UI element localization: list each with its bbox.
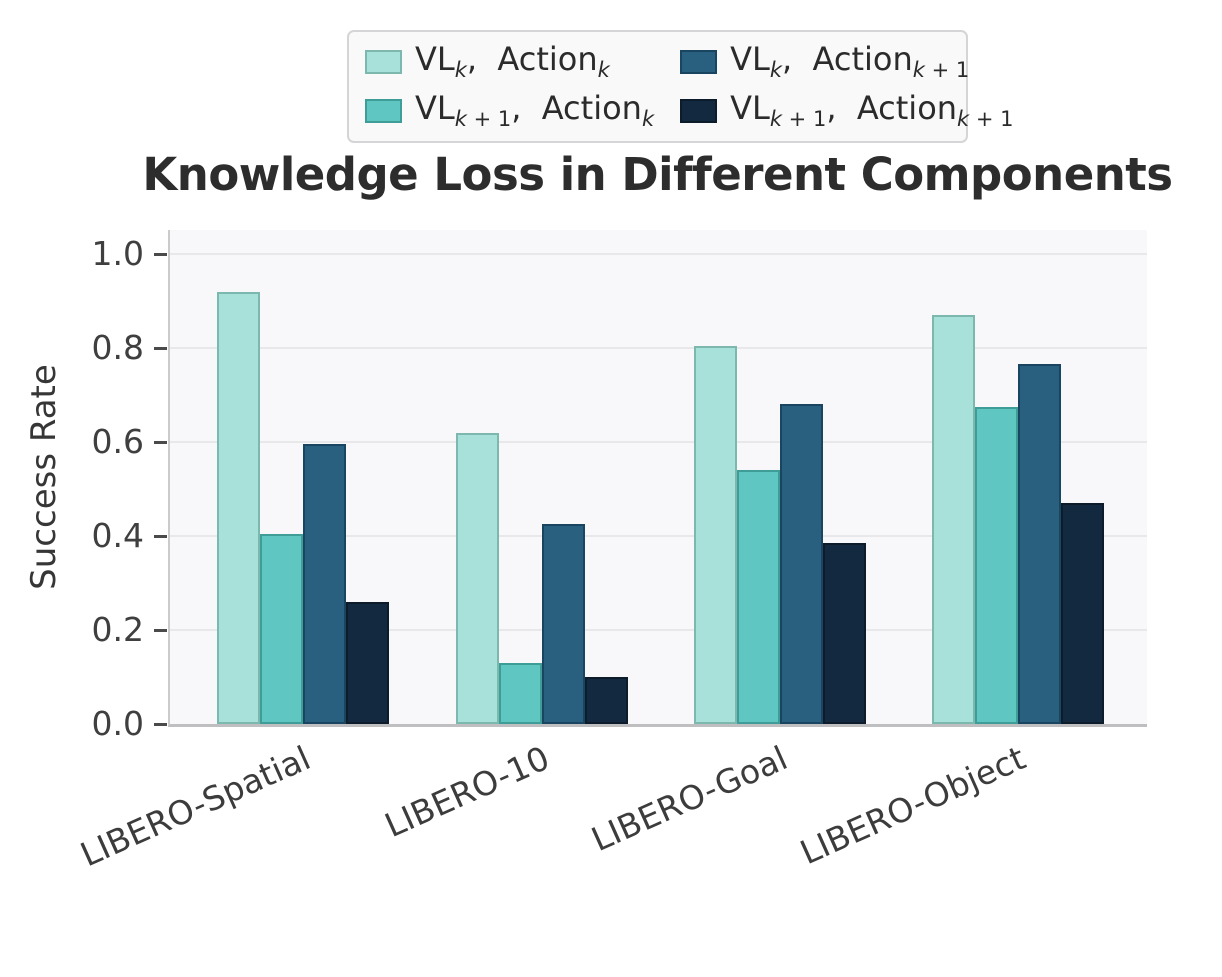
gridline-0.8 xyxy=(170,347,1147,349)
gridline-1.0 xyxy=(170,253,1147,255)
y-tick-label-1.0: 1.0 xyxy=(91,234,144,273)
legend-label-series-1: VLk, Actionk xyxy=(415,40,610,83)
x-tick-label-LIBERO-Goal: LIBERO-Goal xyxy=(585,738,793,860)
y-tick-label-0.2: 0.2 xyxy=(91,610,144,649)
bar-LIBERO-10-series-4 xyxy=(584,677,628,724)
bar-LIBERO-Object-series-4 xyxy=(1060,503,1104,724)
y-tick-mark-0.4 xyxy=(154,534,167,538)
bar-LIBERO-Spatial-series-2 xyxy=(260,534,303,724)
chart-title: Knowledge Loss in Different Components xyxy=(142,148,1173,201)
bar-LIBERO-Goal-series-2 xyxy=(736,470,780,724)
y-tick-label-0.4: 0.4 xyxy=(91,516,144,555)
y-tick-mark-0.2 xyxy=(154,628,167,632)
y-tick-label-0.6: 0.6 xyxy=(91,422,144,461)
bar-LIBERO-Spatial-series-3 xyxy=(303,444,346,724)
legend-swatch-series-4 xyxy=(680,98,718,123)
bar-LIBERO-10-series-3 xyxy=(541,524,585,724)
legend-item-vlk-actionk1: VLk, Actionk + 1 xyxy=(680,43,1013,81)
legend-swatch-series-3 xyxy=(680,50,718,75)
gridline-0.6 xyxy=(170,441,1147,443)
legend-label-series-4: VLk + 1, Actionk + 1 xyxy=(730,88,1014,131)
y-tick-label-0.8: 0.8 xyxy=(91,328,144,367)
legend-item-vlk1-actionk: VLk + 1, Actionk xyxy=(365,92,654,130)
legend-label-series-2: VLk + 1, Actionk xyxy=(415,88,655,131)
bar-LIBERO-Object-series-3 xyxy=(1017,364,1061,724)
bar-LIBERO-Object-series-2 xyxy=(974,407,1018,724)
y-tick-mark-1.0 xyxy=(154,252,167,256)
legend-swatch-series-1 xyxy=(365,50,402,75)
gridline-0.2 xyxy=(170,629,1147,631)
legend-swatch-series-2 xyxy=(365,98,402,123)
figure: VLk, Actionk VLk + 1, Actionk VLk, Actio… xyxy=(24,30,1173,874)
y-tick-mark-0.0 xyxy=(154,722,167,726)
bar-LIBERO-Object-series-1 xyxy=(931,315,975,724)
gridline-0.4 xyxy=(170,535,1147,537)
x-tick-label-LIBERO-Object: LIBERO-Object xyxy=(793,738,1031,873)
bar-LIBERO-10-series-2 xyxy=(498,663,542,724)
plot-area xyxy=(168,230,1147,727)
legend-item-vlk-actionk: VLk, Actionk xyxy=(365,43,654,81)
legend-item-vlk1-actionk1: VLk + 1, Actionk + 1 xyxy=(680,88,1014,131)
legend: VLk, Actionk VLk + 1, Actionk VLk, Actio… xyxy=(347,30,1014,143)
bar-LIBERO-Goal-series-4 xyxy=(822,543,866,724)
y-tick-mark-0.8 xyxy=(154,346,167,350)
bar-LIBERO-Spatial-series-4 xyxy=(346,602,389,724)
y-tick-mark-0.6 xyxy=(154,440,167,444)
bar-LIBERO-Goal-series-1 xyxy=(693,346,737,724)
bar-LIBERO-10-series-1 xyxy=(455,433,499,724)
x-tick-label-LIBERO-10: LIBERO-10 xyxy=(378,738,555,846)
y-tick-label-0.0: 0.0 xyxy=(91,704,144,743)
bar-LIBERO-Goal-series-3 xyxy=(779,404,823,724)
bar-LIBERO-Spatial-series-1 xyxy=(217,292,260,724)
legend-label-series-3: VLk, Actionk + 1 xyxy=(730,40,970,83)
